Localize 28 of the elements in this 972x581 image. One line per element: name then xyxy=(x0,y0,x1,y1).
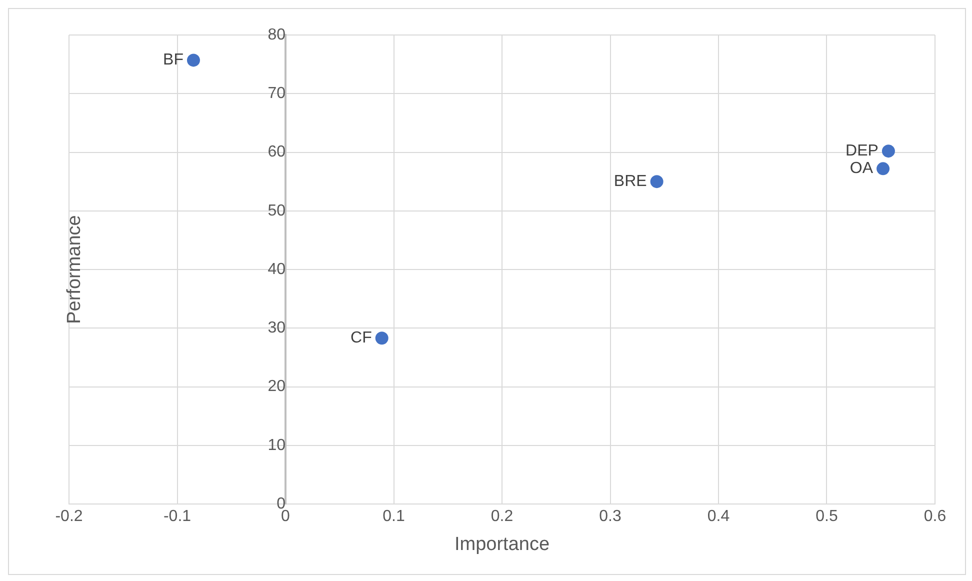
x-axis-title: Importance xyxy=(454,534,550,555)
point xyxy=(375,332,388,345)
x-tick-label: 0.5 xyxy=(816,508,838,526)
x-tick-label: 0.4 xyxy=(707,508,730,526)
annotation: BRE xyxy=(614,172,647,190)
x-tick-label: 0.3 xyxy=(599,508,622,526)
y-tick-label: 30 xyxy=(268,320,286,337)
point xyxy=(882,144,895,158)
x-tick-label: 0.6 xyxy=(924,508,946,526)
annotation: BF xyxy=(163,52,184,69)
y-tick-label: 20 xyxy=(268,378,286,396)
annotation: OA xyxy=(850,160,874,178)
x-tick-label: 0.1 xyxy=(382,508,405,526)
x-tick-label: -0.2 xyxy=(55,508,83,526)
y-tick-label: 10 xyxy=(268,436,286,454)
x-tick-label: -0.1 xyxy=(163,508,192,526)
point xyxy=(650,175,664,188)
y-tick-label: 80 xyxy=(268,26,286,44)
y-tick-label: 50 xyxy=(268,202,286,220)
annotation: DEP xyxy=(846,142,878,160)
y-tick-label: 70 xyxy=(268,85,286,102)
point xyxy=(186,54,200,67)
annotation: CF xyxy=(350,329,372,346)
point xyxy=(876,162,890,176)
x-tick-label: 0.2 xyxy=(490,508,514,526)
y-axis-title: Performance xyxy=(64,215,86,324)
y-tick-label: 60 xyxy=(268,144,286,161)
y-tick-label: 40 xyxy=(268,260,286,278)
